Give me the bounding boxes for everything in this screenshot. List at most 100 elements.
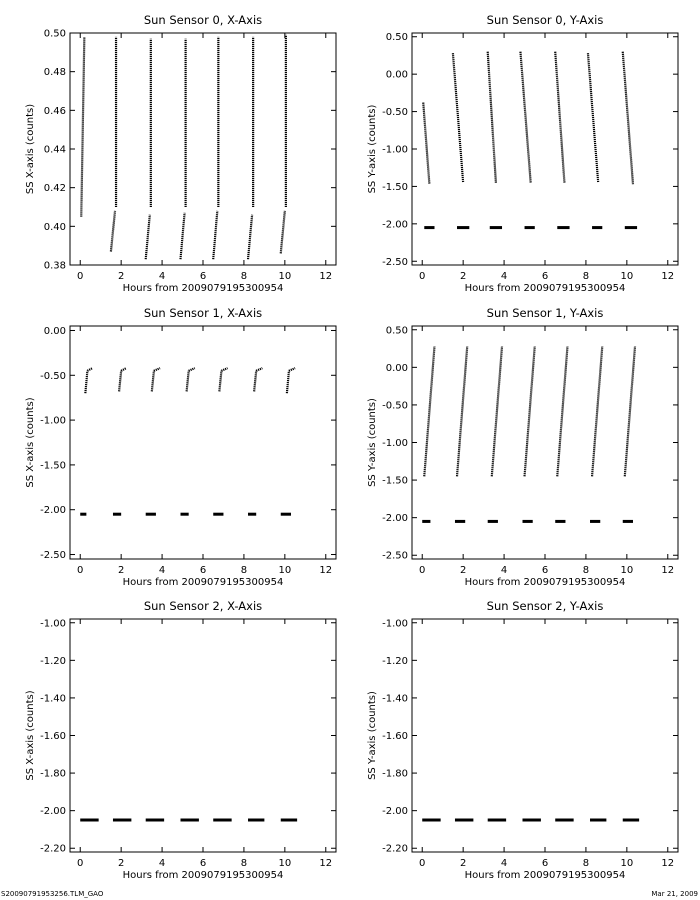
data-trace (179, 212, 186, 260)
x-tick-label: 0 (77, 271, 83, 282)
y-tick-label: 0.40 (44, 222, 66, 233)
x-tick-label: 0 (77, 858, 83, 869)
y-tick-label: -1.00 (40, 618, 66, 629)
plot-frame (411, 325, 679, 560)
chart-title: Sun Sensor 1, Y-Axis (487, 306, 604, 320)
x-tick-label: 2 (460, 858, 466, 869)
x-tick-label: 4 (501, 565, 507, 576)
x-tick-label: 6 (542, 271, 548, 282)
y-tick-label: 0.42 (44, 183, 66, 194)
x-tick-label: 10 (620, 271, 633, 282)
chart-title: Sun Sensor 2, X-Axis (144, 599, 262, 613)
x-tick-label: 8 (241, 271, 247, 282)
x-tick-label: 4 (159, 271, 165, 282)
data-trace (153, 367, 161, 372)
y-tick-label: -2.50 (382, 551, 408, 562)
footer-filename: S20090791953256.TLM_GAO (1, 890, 104, 898)
x-tick-label: 2 (118, 271, 124, 282)
y-axis-label: SS X-axis (counts) (25, 104, 36, 194)
data-trace (486, 51, 497, 183)
data-trace (220, 367, 228, 372)
plot-frame (69, 618, 337, 853)
data-trace (590, 346, 604, 477)
x-tick-label: 0 (419, 271, 425, 282)
y-tick-label: 0.50 (44, 29, 66, 40)
y-tick-label: -0.50 (382, 400, 408, 411)
x-tick-label: 8 (583, 858, 589, 869)
y-tick-label: -1.50 (40, 460, 66, 471)
chart-title: Sun Sensor 0, X-Axis (144, 13, 262, 27)
data-trace (86, 367, 94, 372)
x-tick-label: 10 (278, 858, 291, 869)
x-tick-label: 0 (77, 565, 83, 576)
x-axis-label: Hours from 2009079195300954 (123, 283, 284, 294)
y-tick-label: -1.00 (382, 438, 408, 449)
y-tick-label: 0.50 (386, 325, 408, 336)
data-trace (118, 370, 123, 392)
data-trace (279, 210, 286, 254)
chart-title: Sun Sensor 1, X-Axis (144, 306, 262, 320)
x-tick-label: 8 (583, 565, 589, 576)
y-tick-label: -1.50 (382, 476, 408, 487)
x-tick-label: 8 (241, 565, 247, 576)
x-tick-label: 12 (319, 565, 332, 576)
data-trace (621, 51, 635, 185)
x-tick-label: 0 (419, 858, 425, 869)
plot-frame (69, 32, 337, 266)
data-trace (288, 367, 296, 372)
plot-frame (69, 325, 337, 560)
data-trace (109, 210, 117, 252)
x-axis-label: Hours from 2009079195300954 (123, 870, 284, 881)
y-tick-label: -2.00 (40, 806, 66, 817)
x-tick-label: 6 (200, 858, 206, 869)
y-tick-label: -2.00 (382, 513, 408, 524)
y-tick-label: -1.80 (382, 769, 408, 780)
x-tick-label: 6 (542, 565, 548, 576)
data-trace (422, 102, 431, 185)
y-tick-label: -1.40 (40, 693, 66, 704)
plot-frame (411, 618, 679, 853)
y-tick-label: -2.00 (382, 219, 408, 230)
x-tick-label: 4 (501, 858, 507, 869)
x-tick-label: 12 (661, 565, 674, 576)
y-tick-label: -1.80 (40, 769, 66, 780)
data-trace (84, 370, 89, 394)
x-tick-label: 6 (200, 565, 206, 576)
x-tick-label: 0 (419, 565, 425, 576)
data-trace (455, 346, 469, 477)
y-axis-label: SS Y-axis (counts) (367, 398, 378, 487)
y-tick-label: -2.50 (382, 257, 408, 268)
x-tick-label: 2 (460, 271, 466, 282)
data-trace (586, 53, 600, 183)
y-tick-label: 0.00 (386, 70, 408, 81)
y-tick-label: -1.60 (382, 731, 408, 742)
data-trace (490, 346, 504, 477)
chart-title: Sun Sensor 0, Y-Axis (487, 13, 604, 27)
y-tick-label: -2.20 (382, 844, 408, 855)
y-tick-label: -1.20 (40, 656, 66, 667)
x-tick-label: 4 (159, 858, 165, 869)
y-tick-label: -1.00 (382, 618, 408, 629)
data-trace (150, 370, 155, 392)
chart-title: Sun Sensor 2, Y-Axis (487, 599, 604, 613)
x-axis-label: Hours from 2009079195300954 (123, 577, 284, 588)
data-trace (519, 51, 532, 183)
y-axis-label: SS X-axis (counts) (25, 397, 36, 487)
y-tick-label: -2.20 (40, 844, 66, 855)
data-trace (523, 346, 536, 477)
y-tick-label: -1.50 (382, 182, 408, 193)
x-tick-label: 2 (460, 565, 466, 576)
y-tick-label: -1.40 (382, 693, 408, 704)
data-trace (80, 36, 86, 217)
x-axis-label: Hours from 2009079195300954 (465, 870, 626, 881)
y-tick-label: -1.00 (382, 145, 408, 156)
data-trace (188, 367, 196, 372)
x-tick-label: 8 (241, 858, 247, 869)
data-trace (255, 367, 263, 372)
y-tick-label: -0.50 (40, 371, 66, 382)
data-trace (423, 346, 436, 477)
data-trace (623, 346, 637, 477)
x-tick-label: 8 (583, 271, 589, 282)
x-axis-label: Hours from 2009079195300954 (465, 577, 626, 588)
